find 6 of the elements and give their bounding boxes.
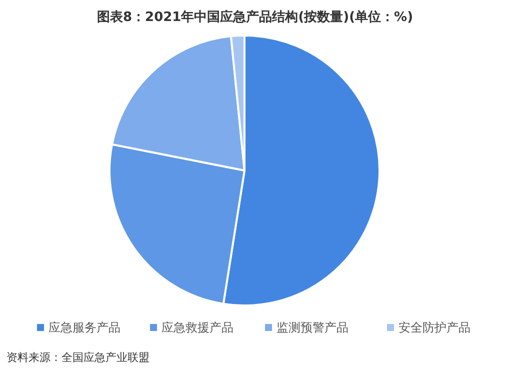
legend-label: 安全防护产品 [398,320,470,334]
legend-label: 监测预警产品 [276,320,348,334]
legend-label: 应急救援产品 [162,320,234,334]
chart-title: 图表8：2021年中国应急产品结构(按数量)(单位：%) [96,9,414,25]
legend-label: 应急服务产品 [48,320,120,334]
text: 资料来源：全国应急产业联盟 [6,351,150,364]
